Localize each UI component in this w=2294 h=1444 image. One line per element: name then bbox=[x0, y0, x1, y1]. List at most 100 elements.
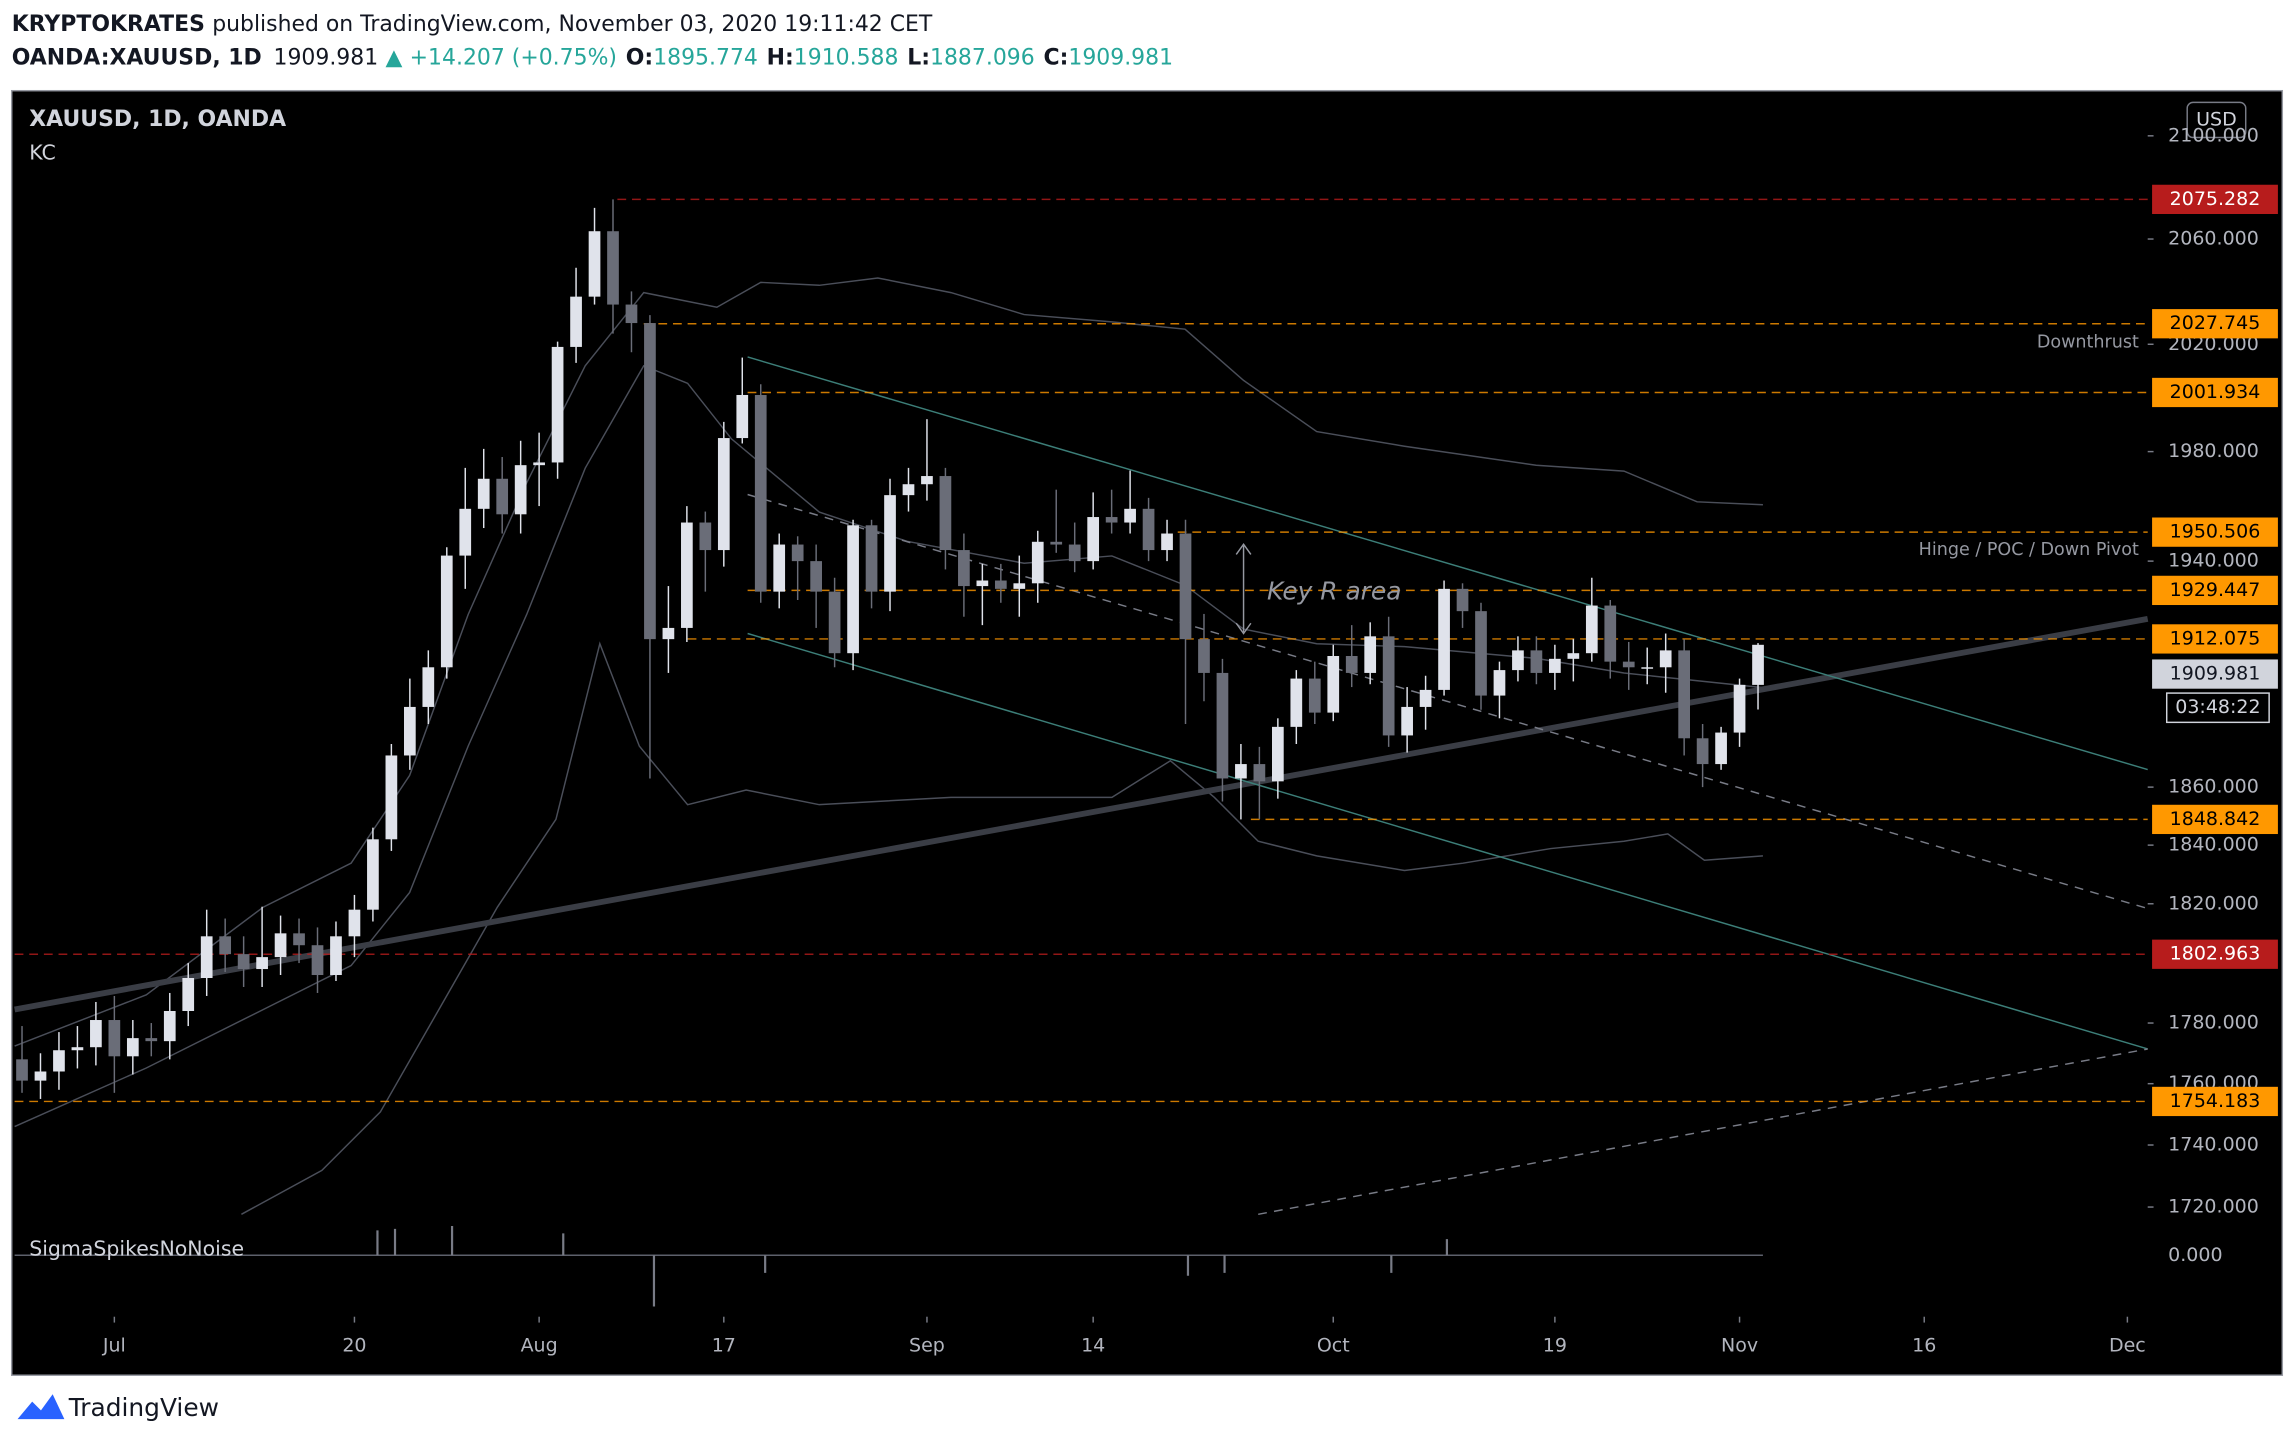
candle-body bbox=[1253, 764, 1266, 782]
candle-body bbox=[145, 1038, 158, 1042]
candle-body bbox=[1345, 656, 1358, 673]
last-price-tag bbox=[2152, 659, 2278, 689]
last-price-label: 1909.981 bbox=[2170, 663, 2261, 685]
currency-button[interactable] bbox=[2186, 101, 2247, 139]
candle-body bbox=[939, 476, 952, 551]
level-tag bbox=[2152, 939, 2278, 969]
annotation: Downthrust bbox=[2037, 332, 2139, 352]
candle-body bbox=[1161, 533, 1173, 551]
level-tag bbox=[2152, 804, 2278, 835]
ohlc-label: O: bbox=[626, 46, 653, 71]
last: 1909.981 bbox=[273, 46, 378, 71]
candle-body bbox=[367, 839, 379, 910]
candle-body bbox=[1235, 764, 1247, 779]
candle-body bbox=[477, 478, 490, 509]
candle-body bbox=[71, 1047, 84, 1051]
candle-body bbox=[163, 1010, 176, 1042]
x-tick-label: 16 bbox=[1912, 1334, 1936, 1356]
candle-body bbox=[1031, 541, 1044, 584]
candle-body bbox=[828, 591, 841, 654]
candle-body bbox=[847, 525, 859, 654]
candle-body bbox=[1382, 636, 1395, 736]
candle-body bbox=[1068, 544, 1081, 562]
candle-body bbox=[1050, 541, 1063, 545]
candle-body bbox=[699, 522, 712, 551]
candle-body bbox=[1308, 678, 1321, 713]
candle-body bbox=[1567, 653, 1580, 659]
x-tick-label: Oct bbox=[1317, 1334, 1350, 1356]
candle-body bbox=[108, 1020, 121, 1057]
indicator-spikes bbox=[376, 1226, 1449, 1307]
candle-body bbox=[681, 522, 693, 628]
chart-frame bbox=[10, 89, 2284, 1376]
candle-body bbox=[644, 323, 656, 640]
y-tick-label: 1940.000 bbox=[2168, 550, 2259, 572]
candle-body bbox=[385, 755, 398, 840]
candle-body bbox=[496, 478, 509, 515]
candle-body bbox=[34, 1071, 47, 1081]
candle-body bbox=[274, 933, 287, 958]
y-tick-label: 2060.000 bbox=[2168, 228, 2259, 250]
candle-body bbox=[1013, 583, 1026, 589]
candle-body bbox=[1549, 658, 1561, 673]
channel-lower bbox=[747, 632, 2148, 1050]
candle-body bbox=[126, 1038, 139, 1057]
candle-body bbox=[256, 957, 268, 970]
level-tag bbox=[2152, 575, 2278, 606]
level-tag bbox=[2152, 309, 2278, 339]
candle-body bbox=[1530, 650, 1543, 673]
ohlc-value: 1909.981 bbox=[1068, 46, 1173, 71]
plot bbox=[14, 198, 2149, 1307]
candle-body bbox=[1493, 670, 1506, 696]
candle-body bbox=[1585, 605, 1598, 654]
candle-body bbox=[865, 525, 878, 592]
y-tick-label: 1980.000 bbox=[2168, 440, 2259, 462]
symbol-line: OANDA:XAUUSD, 1D 1909.981 ▲ +14.207 (+0.75%… bbox=[12, 46, 1173, 71]
level-label: 1912.075 bbox=[2170, 627, 2261, 649]
candle-body bbox=[902, 484, 915, 496]
author: KRYPTOKRATES bbox=[12, 12, 205, 37]
candle-body bbox=[773, 544, 786, 592]
arrow: ▲ bbox=[385, 46, 402, 71]
candle-body bbox=[1105, 517, 1118, 523]
brand-logo bbox=[17, 1394, 65, 1420]
level-tag bbox=[2152, 184, 2278, 215]
candle-body bbox=[293, 933, 305, 946]
candle-body bbox=[182, 978, 195, 1011]
trend-line bbox=[14, 615, 2149, 1013]
currency[interactable]: USD bbox=[2196, 108, 2237, 130]
x-tick-label: Nov bbox=[1721, 1334, 1758, 1356]
candle-body bbox=[330, 936, 342, 976]
level-label: 2027.745 bbox=[2170, 312, 2261, 334]
x-tick-label: 14 bbox=[1081, 1334, 1105, 1356]
candle-body bbox=[1290, 678, 1303, 727]
dashed-median bbox=[747, 493, 2148, 910]
level-tag bbox=[2152, 377, 2278, 408]
candle-body bbox=[1216, 672, 1229, 779]
level-tag bbox=[2152, 624, 2278, 654]
ohlc-label: C: bbox=[1043, 46, 1068, 71]
candle-body bbox=[662, 627, 675, 640]
candle-body bbox=[422, 667, 435, 707]
x-tick-label: Aug bbox=[521, 1334, 558, 1356]
kc-upper bbox=[14, 277, 1763, 1047]
y-tick-label: 2100.000 bbox=[2168, 124, 2259, 146]
level-label: 1929.447 bbox=[2170, 579, 2261, 601]
candle-body bbox=[440, 555, 453, 668]
ohlc-value: 1910.588 bbox=[794, 46, 899, 71]
y-tick-label: 1820.000 bbox=[2168, 892, 2259, 914]
dashed-support bbox=[1258, 1048, 2148, 1216]
candle-body bbox=[533, 462, 545, 466]
candle-body bbox=[514, 465, 527, 515]
y-tick-label: 1720.000 bbox=[2168, 1196, 2259, 1218]
indicator2-name: SigmaSpikesNoNoise bbox=[29, 1236, 244, 1260]
candle-body bbox=[1438, 588, 1450, 690]
candle-body bbox=[791, 544, 804, 562]
candle-body bbox=[1512, 650, 1524, 671]
level-label: 2001.934 bbox=[2170, 381, 2261, 403]
y-tick-label: 1860.000 bbox=[2168, 776, 2259, 798]
candle-body bbox=[958, 550, 970, 587]
candle-body bbox=[884, 495, 896, 592]
candle-body bbox=[1641, 667, 1654, 669]
